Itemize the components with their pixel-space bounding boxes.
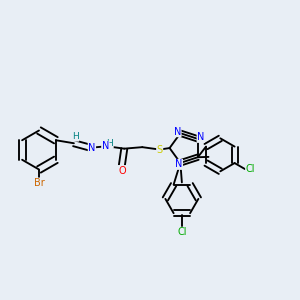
Text: O: O <box>118 166 126 176</box>
Text: Cl: Cl <box>177 227 187 237</box>
Text: Br: Br <box>34 178 44 188</box>
Text: N: N <box>174 127 181 137</box>
Text: N: N <box>197 132 205 142</box>
Text: Cl: Cl <box>246 164 255 174</box>
Text: N: N <box>88 143 96 153</box>
Text: S: S <box>157 145 163 154</box>
Text: H: H <box>72 132 79 141</box>
Text: N: N <box>175 159 183 170</box>
Text: N: N <box>102 141 109 151</box>
Text: H: H <box>106 139 113 148</box>
